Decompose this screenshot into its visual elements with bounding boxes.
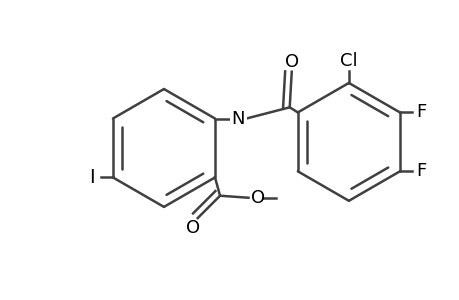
Text: O: O — [284, 52, 298, 70]
Text: Cl: Cl — [339, 52, 357, 70]
Text: F: F — [415, 162, 425, 180]
Text: F: F — [415, 103, 425, 122]
Text: N: N — [231, 110, 245, 128]
Text: O: O — [185, 219, 199, 237]
Text: I: I — [89, 168, 94, 187]
Text: O: O — [250, 189, 264, 207]
